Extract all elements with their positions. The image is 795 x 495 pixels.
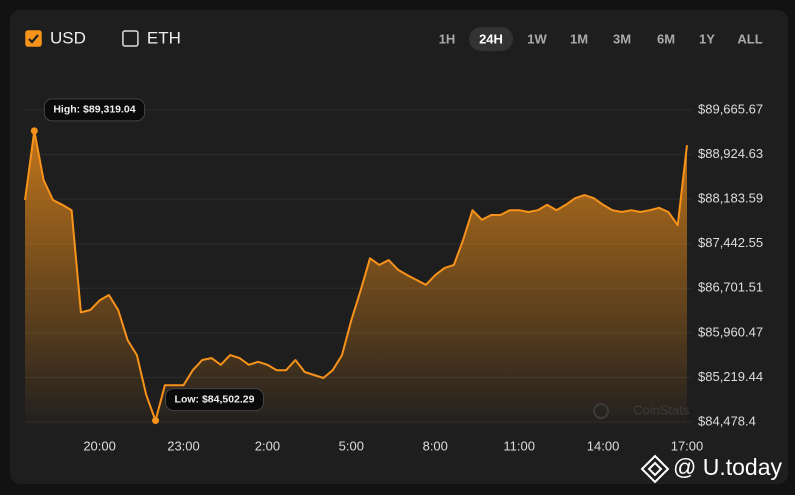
y-tick-label: $85,219.44 [698,369,763,384]
utoday-logo [640,454,670,484]
range-button[interactable]: 1H [439,31,456,46]
checkbox[interactable] [25,30,42,47]
coinstats-watermark: CoinStats [633,402,690,417]
y-tick-label: $88,924.63 [698,146,763,161]
x-tick-label: 5:00 [339,438,364,453]
extreme-point [152,417,160,425]
price-area [25,130,687,431]
annotation-label: Low: $84,502.29 [175,393,255,405]
x-tick-label: 11:00 [503,438,535,453]
range-button[interactable]: 24H [479,31,503,46]
extreme-point [30,127,38,135]
annotation-label: High: $89,319.04 [53,104,135,116]
x-tick-label: 20:00 [83,438,116,453]
range-button[interactable]: 6M [657,31,675,46]
range-button[interactable]: 1M [570,31,588,46]
chart: $84,478.4 $85,219.44 $85,960.47 $86,701.51 $… [24,98,763,453]
range-button[interactable]: 1W [527,31,547,46]
x-tick-label: 2:00 [255,438,280,453]
y-tick-label: $89,665.67 [698,101,763,116]
checkbox[interactable] [122,30,139,47]
x-tick-label: 17:00 [671,438,704,453]
utoday-watermark: @ U.today [673,454,783,480]
y-tick-label: $85,960.47 [698,324,763,339]
coinstats-logo [593,403,609,419]
y-tick-label: $88,183.59 [698,191,763,206]
range-button[interactable]: ALL [737,31,762,46]
x-tick-label: 23:00 [167,438,200,453]
price-line [24,129,688,422]
currency-label[interactable]: USD [50,28,86,47]
y-tick-label: $86,701.51 [698,280,763,295]
range-button-active[interactable] [469,27,513,51]
range-button[interactable]: 3M [613,31,631,46]
range-button[interactable]: 1Y [699,31,715,46]
x-tick-label: 8:00 [423,438,448,453]
annotation-box [43,98,146,122]
x-tick-label: 14:00 [587,438,620,453]
y-tick-label: $87,442.55 [698,235,763,250]
y-tick-label: $84,478.4 [698,413,756,428]
currency-label[interactable]: ETH [147,28,181,47]
annotation-box [165,388,265,412]
checkmark [28,34,39,44]
